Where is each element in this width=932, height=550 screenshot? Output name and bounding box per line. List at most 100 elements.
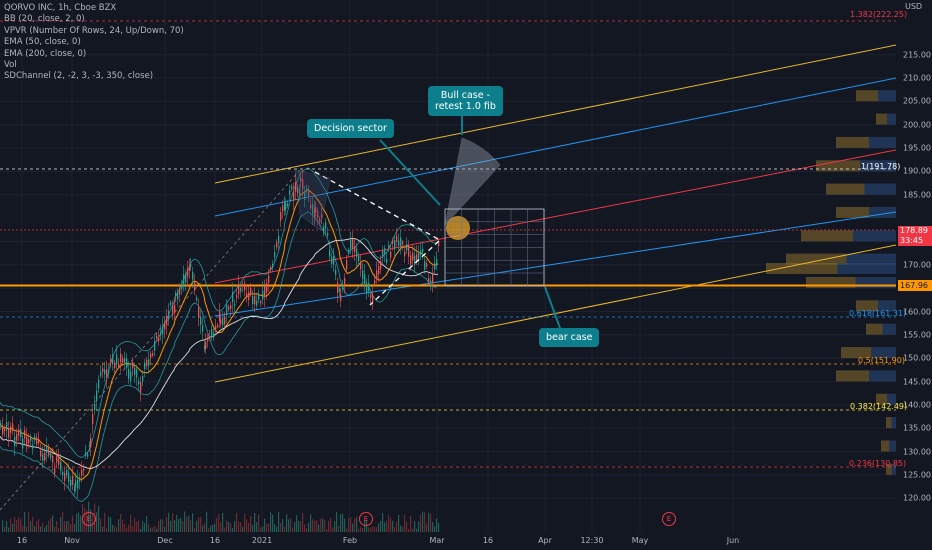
bear-case-callout[interactable]: bear case <box>539 328 600 347</box>
candle-body <box>321 214 323 218</box>
volume-bars <box>2 501 440 532</box>
callout-text: bear case <box>546 332 593 343</box>
candle-body <box>70 480 72 486</box>
candle-body <box>94 403 96 410</box>
fib-label: 1(191.78) <box>861 162 901 171</box>
candle-body <box>156 335 158 339</box>
volume-bar <box>196 520 198 532</box>
volume-bar <box>96 512 98 532</box>
candle-body <box>166 315 168 326</box>
volume-bar <box>418 521 420 532</box>
volume-bar <box>386 520 388 532</box>
volume-bar <box>210 525 212 532</box>
volume-bar <box>114 525 116 532</box>
earnings-icon[interactable]: E <box>82 512 96 526</box>
volume-profile-row <box>846 253 896 265</box>
candle-body <box>331 256 333 264</box>
volume-bar <box>308 522 310 532</box>
volume-bar <box>72 515 74 532</box>
volume-bar <box>112 524 114 532</box>
volume-bar <box>108 516 110 532</box>
volume-bar <box>252 524 254 532</box>
volume-profile-row <box>860 160 896 172</box>
candle-body <box>87 454 89 457</box>
candle-body <box>272 263 274 268</box>
price-chart[interactable] <box>0 0 896 532</box>
volume-bar <box>412 528 414 532</box>
candle-body <box>266 282 268 293</box>
volume-bar <box>264 518 266 532</box>
candle-body <box>217 325 219 328</box>
candle-body <box>394 240 396 250</box>
fib-label: 0.236(130.85) <box>849 459 907 468</box>
callout-text: retest 1.0 fib <box>435 101 496 112</box>
volume-bar <box>18 516 20 532</box>
volume-bar <box>212 524 214 532</box>
candle-body <box>400 237 402 247</box>
volume-bar <box>436 518 438 532</box>
candle-body <box>152 353 154 356</box>
volume-bar <box>384 522 386 532</box>
candle-body <box>346 260 348 270</box>
candle-body <box>183 274 185 284</box>
candle-body <box>36 437 38 445</box>
volume-bar <box>38 519 40 532</box>
earnings-icon[interactable]: E <box>662 512 676 526</box>
candle-body <box>48 448 50 455</box>
volume-bar <box>346 528 348 532</box>
candle-body <box>116 354 118 364</box>
candle-body <box>213 332 215 338</box>
time-tick: 2021 <box>251 536 273 545</box>
price-tick: 190.00 <box>903 166 931 176</box>
candle-body <box>226 304 228 315</box>
legend-indicator[interactable]: Vol <box>4 60 17 71</box>
time-tick: Apr <box>538 536 552 545</box>
candle-body <box>50 453 52 458</box>
price-axis[interactable] <box>896 0 932 532</box>
legend-indicator[interactable]: EMA (200, close, 0) <box>4 48 87 59</box>
price-tick: 140.00 <box>903 400 931 410</box>
ema-lines <box>0 189 439 480</box>
volume-bar <box>276 526 278 532</box>
volume-bar <box>342 513 344 532</box>
legend-indicator[interactable]: EMA (50, close, 0) <box>4 37 81 48</box>
bull-case-callout[interactable]: Bull case - retest 1.0 fib <box>428 86 503 116</box>
candle-body <box>142 376 144 382</box>
volume-bar <box>298 520 300 532</box>
volume-bar <box>272 514 274 532</box>
candle-body <box>2 425 4 435</box>
candle-body <box>26 436 28 447</box>
candle-body <box>146 359 148 366</box>
volume-bar <box>434 525 436 532</box>
candle-body <box>154 340 156 351</box>
volume-bar <box>188 515 190 532</box>
bar-countdown: 33:45 <box>900 236 924 245</box>
volume-bar <box>162 519 164 532</box>
volume-bar <box>66 521 68 532</box>
price-tick: 155.00 <box>903 330 931 340</box>
candle-body <box>250 287 252 294</box>
candle-body <box>220 319 222 324</box>
candle-body <box>170 302 172 305</box>
time-tick: Dec <box>157 536 173 545</box>
candle-body <box>352 239 354 249</box>
volume-bar <box>250 515 252 532</box>
earnings-icon[interactable]: E <box>359 512 373 526</box>
legend-indicator[interactable]: SDChannel (2, -2, 3, -3, 350, close) <box>4 71 154 82</box>
decision-sector-callout[interactable]: Decision sector <box>307 119 394 138</box>
volume-bar <box>286 514 288 532</box>
candle-body <box>198 307 200 318</box>
legend-indicator[interactable]: VPVR (Number Of Rows, 24, Up/Down, 70) <box>4 25 184 36</box>
volume-profile <box>766 90 896 475</box>
candle-body <box>190 263 192 267</box>
candle-body <box>428 278 430 282</box>
candle-body <box>295 181 297 192</box>
candle-body <box>325 221 327 229</box>
volume-bar <box>226 520 228 532</box>
legend-indicator[interactable]: BB (20, close, 2, 0) <box>4 14 85 25</box>
volume-bar <box>202 525 204 532</box>
price-tick: 120.00 <box>903 493 931 503</box>
volume-bar <box>214 523 216 532</box>
candle-body <box>282 205 284 212</box>
candle-body <box>344 278 346 286</box>
